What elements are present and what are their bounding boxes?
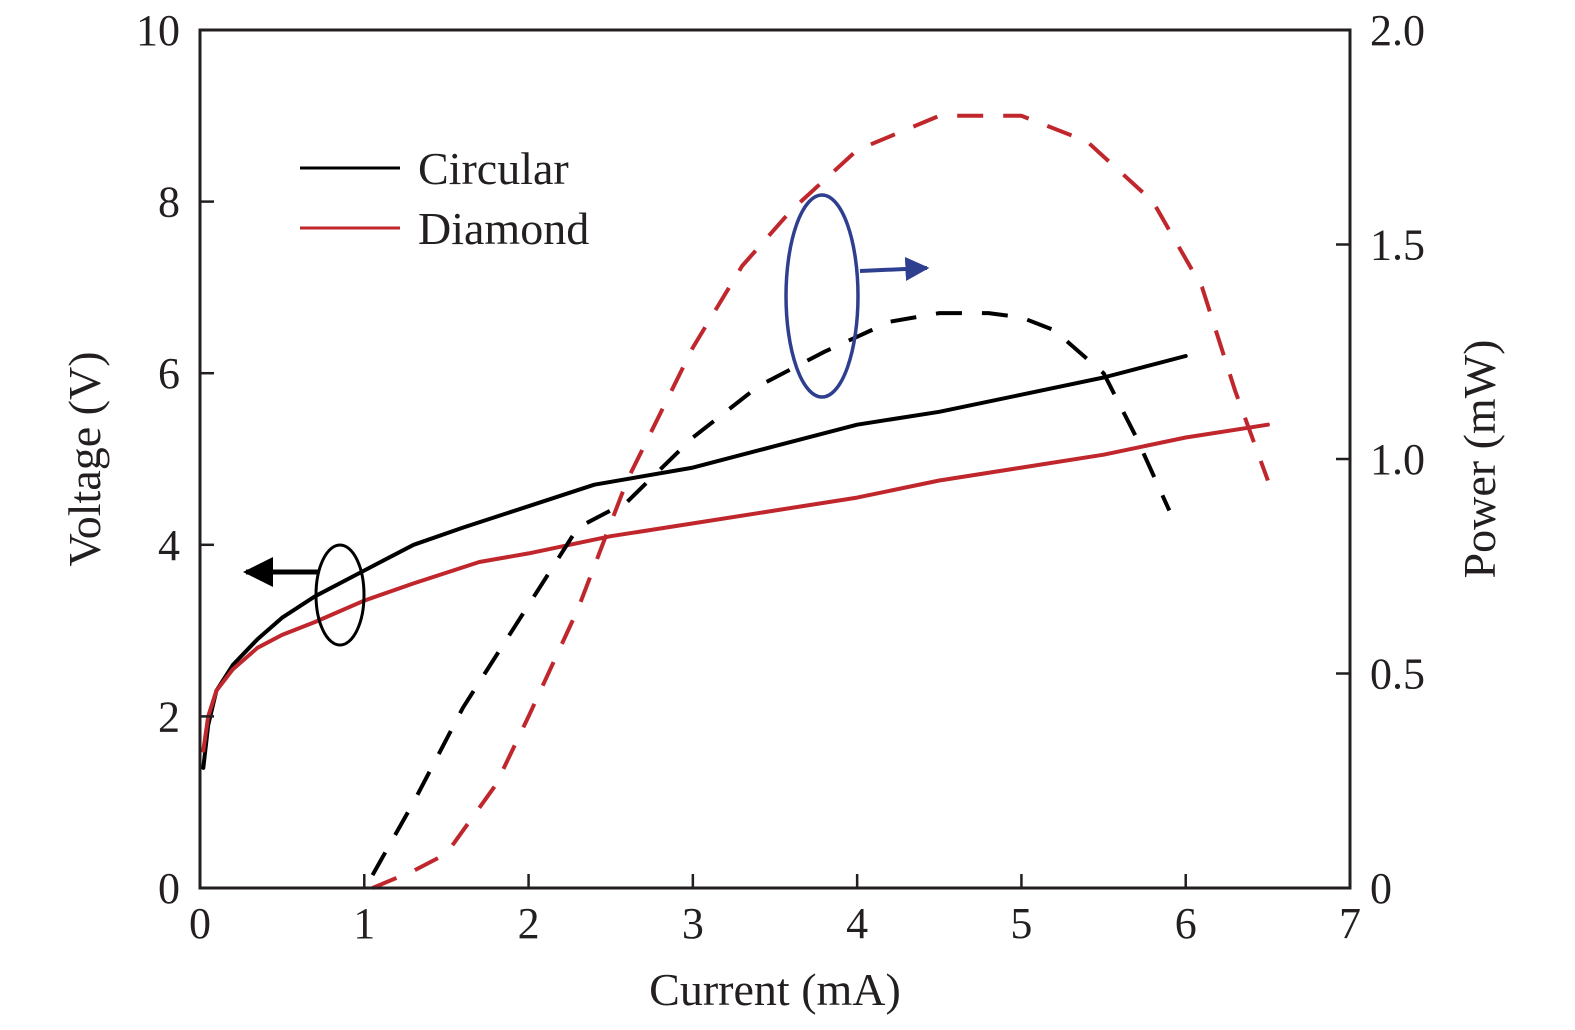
series-line-circular-voltage	[201, 354, 1188, 770]
x-tick-label: 6	[1175, 899, 1197, 948]
y-left-tick-label: 8	[158, 178, 180, 227]
x-tick-label: 0	[189, 899, 211, 948]
right-axis-arrow	[859, 256, 930, 281]
series-line-diamond-power	[371, 113, 1270, 890]
y-left-axis-title: Voltage (V)	[59, 351, 110, 566]
x-tick-label: 2	[518, 899, 540, 948]
x-tick-label: 5	[1010, 899, 1032, 948]
y-right-tick-label: 0	[1370, 864, 1392, 913]
legend-label-diamond: Diamond	[418, 203, 589, 254]
x-tick-label: 7	[1339, 899, 1361, 948]
x-axis-ticks: 0 1 2 3 4 5 6 7	[189, 874, 1361, 948]
y-left-axis-ticks: 0 2 4 6 8 10	[136, 6, 214, 913]
left-axis-ellipse	[314, 543, 366, 647]
series-layer	[201, 113, 1270, 890]
y-right-tick-label: 1.5	[1370, 221, 1425, 270]
right-axis-annotation	[784, 193, 930, 399]
right-axis-ellipse	[784, 193, 860, 399]
y-left-tick-label: 6	[158, 349, 180, 398]
y-left-tick-label: 10	[136, 6, 180, 55]
x-axis-title: Current (mA)	[649, 964, 901, 1015]
legend: Circular Diamond	[300, 143, 589, 254]
y-right-axis-title: Power (mW)	[1454, 340, 1505, 579]
y-left-tick-label: 4	[158, 521, 180, 570]
y-right-axis-ticks: 0 0.5 1.0 1.5 2.0	[1336, 6, 1425, 913]
y-left-tick-label: 0	[158, 864, 180, 913]
series-line-diamond-voltage	[201, 422, 1270, 753]
series-line-circular-power	[370, 311, 1172, 877]
legend-label-circular: Circular	[418, 143, 569, 194]
y-right-tick-label: 2.0	[1370, 6, 1425, 55]
y-right-tick-label: 0.5	[1370, 650, 1425, 699]
x-tick-label: 4	[846, 899, 868, 948]
y-left-tick-label: 2	[158, 692, 180, 741]
x-tick-label: 3	[682, 899, 704, 948]
x-tick-label: 1	[353, 899, 375, 948]
left-axis-annotation	[243, 543, 366, 647]
plot-frame	[198, 28, 1352, 890]
y-right-tick-label: 1.0	[1370, 435, 1425, 484]
